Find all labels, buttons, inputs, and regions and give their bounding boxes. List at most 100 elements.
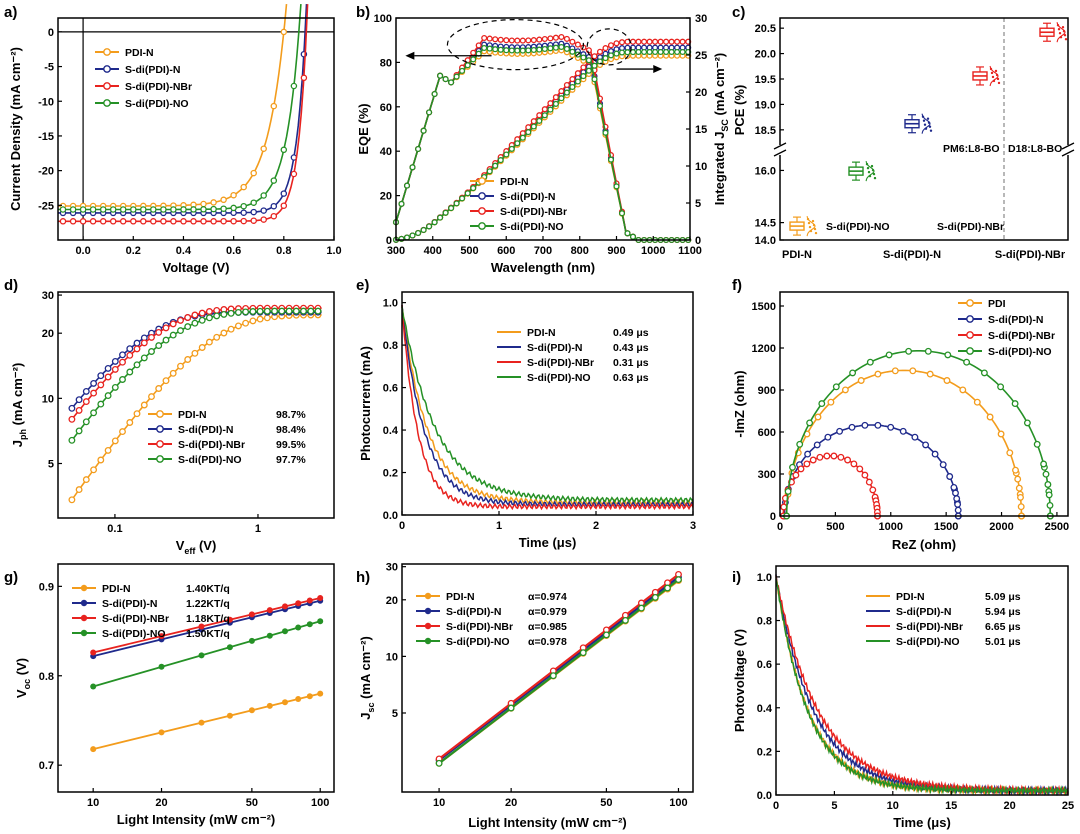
y-tick-label: 0.7 <box>39 760 54 772</box>
x-tick-label: 2 <box>593 520 599 532</box>
integrated-jsc-point <box>607 52 615 59</box>
y-tick-label: 16.0 <box>755 165 776 177</box>
eqe-data-point <box>514 47 521 54</box>
box-data-point <box>872 172 876 176</box>
legend-label: PDI-N <box>500 176 529 188</box>
panel-f: f) 0 500 1000 1500 2000 2500 0 300 600 900 1200 1500… <box>732 277 1069 552</box>
plot-frame <box>401 291 694 516</box>
jph-data-point <box>184 323 192 331</box>
panel-a: a) 0.0 0.2 0.4 0.6 0.8 1.0 0 -5 -10 -15 -20 -25 Volta… <box>4 4 342 275</box>
nyquist-data-point <box>887 423 895 431</box>
legend-label: S-di(PDI)-NBr <box>125 81 192 93</box>
legend-swatch-marker <box>80 629 88 637</box>
jph-data-point <box>184 356 192 363</box>
legend-label: S-di(PDI)-N <box>178 424 233 436</box>
jph-data-point <box>220 329 228 337</box>
jph-data-point <box>191 319 199 327</box>
eqe-data-point <box>431 90 438 98</box>
jph-data-point <box>169 369 177 377</box>
voc-data-point <box>198 652 205 659</box>
jv-data-point <box>200 218 207 225</box>
legend-swatch-marker <box>424 637 432 645</box>
nyquist-data-point <box>1045 491 1053 499</box>
y-tick-label: 19.5 <box>755 74 776 86</box>
jph-data-point <box>314 307 322 315</box>
integrated-jsc-point <box>618 39 626 46</box>
box-data-point <box>926 117 930 120</box>
jv-data-point <box>240 209 247 216</box>
integrated-jsc-point <box>596 48 604 55</box>
jph-data-point <box>256 315 264 323</box>
jph-data-point <box>213 333 221 341</box>
box-data-point <box>807 221 811 225</box>
legend-value: α=0.978 <box>528 636 567 648</box>
eqe-data-point <box>563 45 570 52</box>
box-data-point <box>812 223 816 227</box>
legend-value: 6.65 μs <box>985 621 1021 633</box>
jph-data-point <box>133 410 141 418</box>
y-tick-label: 0 <box>770 511 776 523</box>
jph-data-point <box>104 392 112 400</box>
jph-data-point <box>169 320 177 328</box>
y-tick-label: 0.9 <box>39 581 54 593</box>
nyquist-data-point <box>848 423 856 431</box>
legend-swatch-marker <box>80 584 88 592</box>
jph-data-point <box>82 418 90 426</box>
integrated-jsc-point <box>652 48 659 56</box>
jph-data-point <box>119 376 126 383</box>
box-data-point <box>989 67 993 71</box>
jv-data-point <box>99 218 107 225</box>
integrated-jsc-point <box>525 129 532 136</box>
y-axis-label: EQE (%) <box>356 103 371 154</box>
legend-value: α=0.974 <box>528 591 567 603</box>
jph-data-point <box>82 398 90 406</box>
legend-swatch-marker <box>156 440 164 448</box>
voc-data-point <box>306 693 313 700</box>
jph-data-point <box>249 308 257 315</box>
nyquist-data-point <box>832 383 840 391</box>
jsc-fit-line <box>438 573 680 760</box>
jv-data-point <box>59 206 67 213</box>
integrated-jsc-point <box>618 49 626 56</box>
x-tick-label: 100 <box>311 797 329 809</box>
nyquist-curve-line <box>785 350 1052 517</box>
jph-data-point <box>271 307 279 315</box>
legend-swatch-marker <box>80 599 88 607</box>
y-tick-label: 10 <box>42 393 54 405</box>
nyquist-data-point <box>924 347 932 355</box>
jv-data-point <box>260 192 267 199</box>
jph-data-point <box>111 383 119 391</box>
jv-data-point <box>109 206 117 213</box>
y-tick-label: 18.5 <box>755 125 776 137</box>
nyquist-data-point <box>874 370 882 378</box>
eqe-data-point <box>525 47 532 54</box>
eqe-data-point <box>569 38 576 45</box>
panel-label: f) <box>732 277 742 294</box>
jv-data-point <box>280 146 288 154</box>
legend-label: S-di(PDI)-NBr <box>102 613 169 625</box>
box-data-point <box>1062 30 1066 33</box>
y-tick-label: 0.6 <box>383 383 398 395</box>
y-tick-label: 1.0 <box>757 572 772 584</box>
nyquist-data-point <box>823 452 831 460</box>
eqe-data-point <box>547 35 554 42</box>
box-data-point <box>990 71 994 75</box>
inner-label: PM6:L8-BO <box>943 143 1000 155</box>
nyquist-data-point <box>1040 460 1048 468</box>
y-tick-label: 20.5 <box>755 23 776 35</box>
integrated-jsc-point <box>679 48 686 56</box>
nyquist-data-point <box>816 453 824 461</box>
jph-data-point <box>97 456 105 464</box>
nyquist-data-point <box>905 347 913 355</box>
integrated-jsc-point <box>580 73 587 80</box>
nyquist-data-point <box>963 358 971 366</box>
box-data-point <box>811 219 815 223</box>
nyquist-data-point <box>1044 481 1052 488</box>
y-tick-label: 100 <box>374 13 392 25</box>
arrow-left-head <box>405 51 415 60</box>
jph-data-point <box>292 307 300 315</box>
x-axis-label: Time (μs) <box>893 815 951 830</box>
eqe-data-point <box>475 42 482 49</box>
eqe-data-point <box>530 46 537 54</box>
integrated-jsc-point <box>541 106 548 113</box>
